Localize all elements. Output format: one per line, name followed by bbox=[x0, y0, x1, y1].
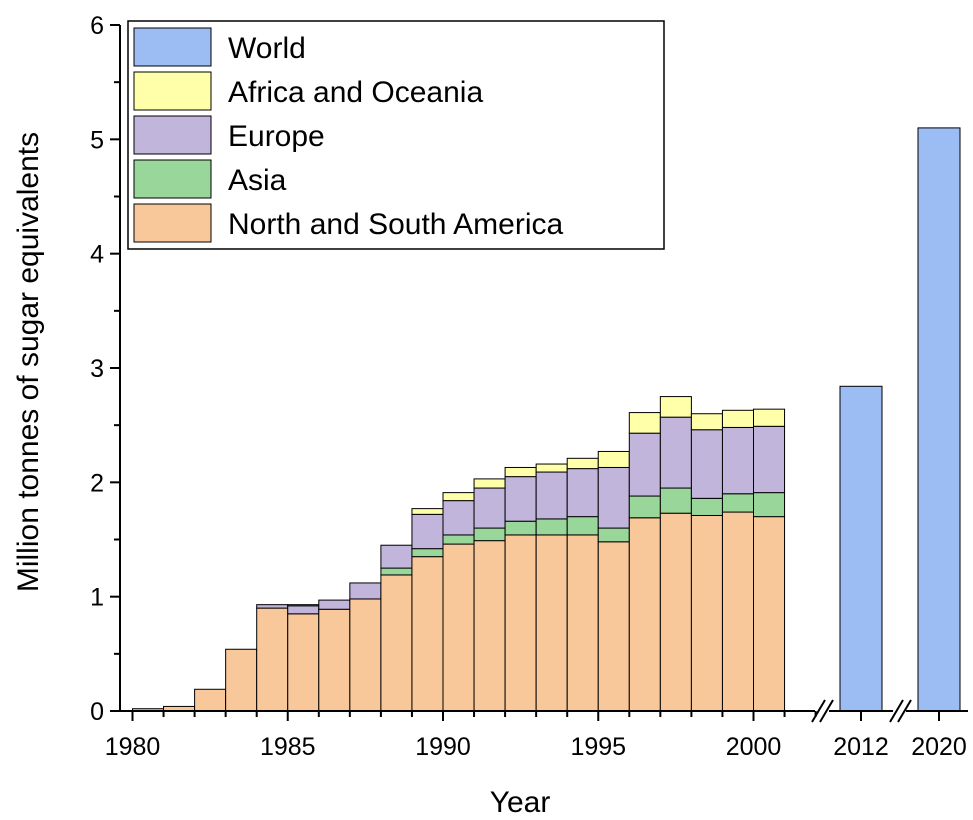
x-tick-label: 2000 bbox=[726, 733, 782, 761]
y-tick-label: 6 bbox=[90, 12, 104, 40]
bar-europe-1984 bbox=[256, 604, 289, 609]
x-tick-label: 1995 bbox=[570, 733, 626, 761]
bar-asia-1991 bbox=[473, 527, 506, 542]
bar-north-and-south-america-1993 bbox=[535, 534, 568, 712]
bar-north-and-south-america-1992 bbox=[504, 534, 537, 712]
y-tick-label: 4 bbox=[90, 241, 104, 269]
legend-swatch bbox=[133, 27, 212, 67]
bar-africa-and-oceania-1996 bbox=[628, 412, 661, 434]
bar-africa-and-oceania-1994 bbox=[566, 457, 599, 470]
bar-europe-1986 bbox=[318, 599, 351, 610]
bar-europe-2000 bbox=[753, 425, 786, 494]
bar-asia-1988 bbox=[380, 567, 413, 576]
bar-africa-and-oceania-1998 bbox=[690, 413, 723, 431]
bar-asia-1998 bbox=[690, 497, 723, 516]
legend-box bbox=[127, 20, 665, 250]
bar-north-and-south-america-1985 bbox=[287, 613, 320, 712]
bar-europe-1997 bbox=[659, 416, 692, 489]
y-tick-label: 3 bbox=[90, 355, 104, 383]
bar-asia-1999 bbox=[721, 493, 755, 513]
y-tick-label: 0 bbox=[90, 698, 104, 726]
bar-asia-1992 bbox=[504, 520, 537, 536]
bar-asia-1995 bbox=[597, 527, 630, 543]
bar-world-2012 bbox=[839, 385, 883, 712]
legend-swatch bbox=[133, 159, 212, 199]
legend-swatch bbox=[133, 71, 212, 111]
x-tick-label: 1990 bbox=[415, 733, 471, 761]
bar-asia-2000 bbox=[753, 492, 786, 518]
x-tick-label: 1985 bbox=[260, 733, 316, 761]
bar-europe-1995 bbox=[597, 466, 630, 529]
legend: World Africa and Oceania Europe Asia North a… bbox=[127, 20, 665, 250]
bars-layer bbox=[132, 127, 961, 712]
bar-europe-1991 bbox=[473, 487, 506, 529]
bar-world-2020 bbox=[917, 127, 961, 712]
bar-asia-1997 bbox=[659, 487, 692, 514]
bar-asia-1996 bbox=[628, 495, 661, 519]
bar-europe-1998 bbox=[690, 429, 723, 499]
legend-label: World bbox=[228, 32, 306, 65]
bar-asia-1989 bbox=[411, 548, 444, 558]
bar-asia-1990 bbox=[442, 534, 475, 545]
bar-africa-and-oceania-1992 bbox=[504, 466, 537, 478]
legend-label: Asia bbox=[228, 164, 287, 197]
axis-break-mark bbox=[811, 699, 826, 723]
bar-north-and-south-america-1999 bbox=[721, 511, 755, 712]
bar-north-and-south-america-1989 bbox=[411, 556, 444, 712]
bar-north-and-south-america-1994 bbox=[566, 534, 599, 712]
bar-europe-1992 bbox=[504, 476, 537, 522]
bar-north-and-south-america-1990 bbox=[442, 543, 475, 712]
bar-north-and-south-america-1982 bbox=[194, 688, 227, 712]
x-axis-title: Year bbox=[490, 786, 551, 819]
bar-north-and-south-america-1988 bbox=[380, 574, 413, 712]
bar-north-and-south-america-1996 bbox=[628, 517, 661, 712]
bar-asia-1994 bbox=[566, 516, 599, 536]
bar-asia-1993 bbox=[535, 518, 568, 536]
y-axis-title: Million tonnes of sugar equivalents bbox=[12, 132, 45, 592]
x-tick-label: 1980 bbox=[105, 733, 161, 761]
bar-europe-1989 bbox=[411, 513, 444, 550]
bar-europe-1994 bbox=[566, 468, 599, 518]
bar-europe-1985 bbox=[287, 605, 320, 615]
bar-north-and-south-america-1995 bbox=[597, 541, 630, 712]
bar-africa-and-oceania-1990 bbox=[442, 492, 475, 502]
bar-north-and-south-america-1986 bbox=[318, 608, 351, 712]
bar-north-and-south-america-1984 bbox=[256, 607, 289, 712]
bar-africa-and-oceania-1999 bbox=[721, 409, 755, 428]
x-tick-label: 2012 bbox=[833, 733, 889, 761]
y-tick-label: 2 bbox=[90, 469, 104, 497]
legend-label: Europe bbox=[228, 120, 325, 153]
bar-africa-and-oceania-1985 bbox=[287, 604, 320, 607]
bar-europe-1988 bbox=[380, 544, 413, 569]
bar-europe-1993 bbox=[535, 471, 568, 520]
bar-north-and-south-america-2000 bbox=[753, 516, 786, 712]
axis-break-mark bbox=[897, 699, 912, 723]
bar-africa-and-oceania-1997 bbox=[659, 396, 692, 418]
bar-north-and-south-america-1983 bbox=[225, 648, 258, 712]
legend-label: Africa and Oceania bbox=[228, 76, 483, 109]
bar-north-and-south-america-1998 bbox=[690, 514, 723, 712]
bar-africa-and-oceania-1995 bbox=[597, 450, 630, 468]
bar-north-and-south-america-1987 bbox=[349, 598, 382, 712]
bar-africa-and-oceania-2000 bbox=[753, 408, 786, 427]
legend-swatch bbox=[133, 115, 212, 155]
bar-europe-1996 bbox=[628, 432, 661, 497]
y-tick-label: 5 bbox=[90, 126, 104, 154]
axis-break-mark bbox=[819, 699, 834, 723]
bar-africa-and-oceania-1991 bbox=[473, 478, 506, 489]
bar-europe-1990 bbox=[442, 500, 475, 536]
bar-africa-and-oceania-1993 bbox=[535, 463, 568, 473]
y-tick-label: 1 bbox=[90, 584, 104, 612]
legend-swatch bbox=[133, 203, 212, 243]
bar-europe-1999 bbox=[721, 426, 755, 495]
bar-north-and-south-america-1991 bbox=[473, 540, 506, 712]
bar-north-and-south-america-1997 bbox=[659, 512, 692, 712]
bar-europe-1987 bbox=[349, 582, 382, 600]
bar-africa-and-oceania-1989 bbox=[411, 508, 444, 515]
legend-label: North and South America bbox=[228, 208, 564, 241]
axis-break-mark bbox=[889, 699, 904, 723]
axes-layer: 0 1 2 3 4 5 6 1980 1985 1990 1995 2000 2012 2020 bbox=[90, 12, 968, 761]
x-tick-label: 2020 bbox=[911, 733, 967, 761]
